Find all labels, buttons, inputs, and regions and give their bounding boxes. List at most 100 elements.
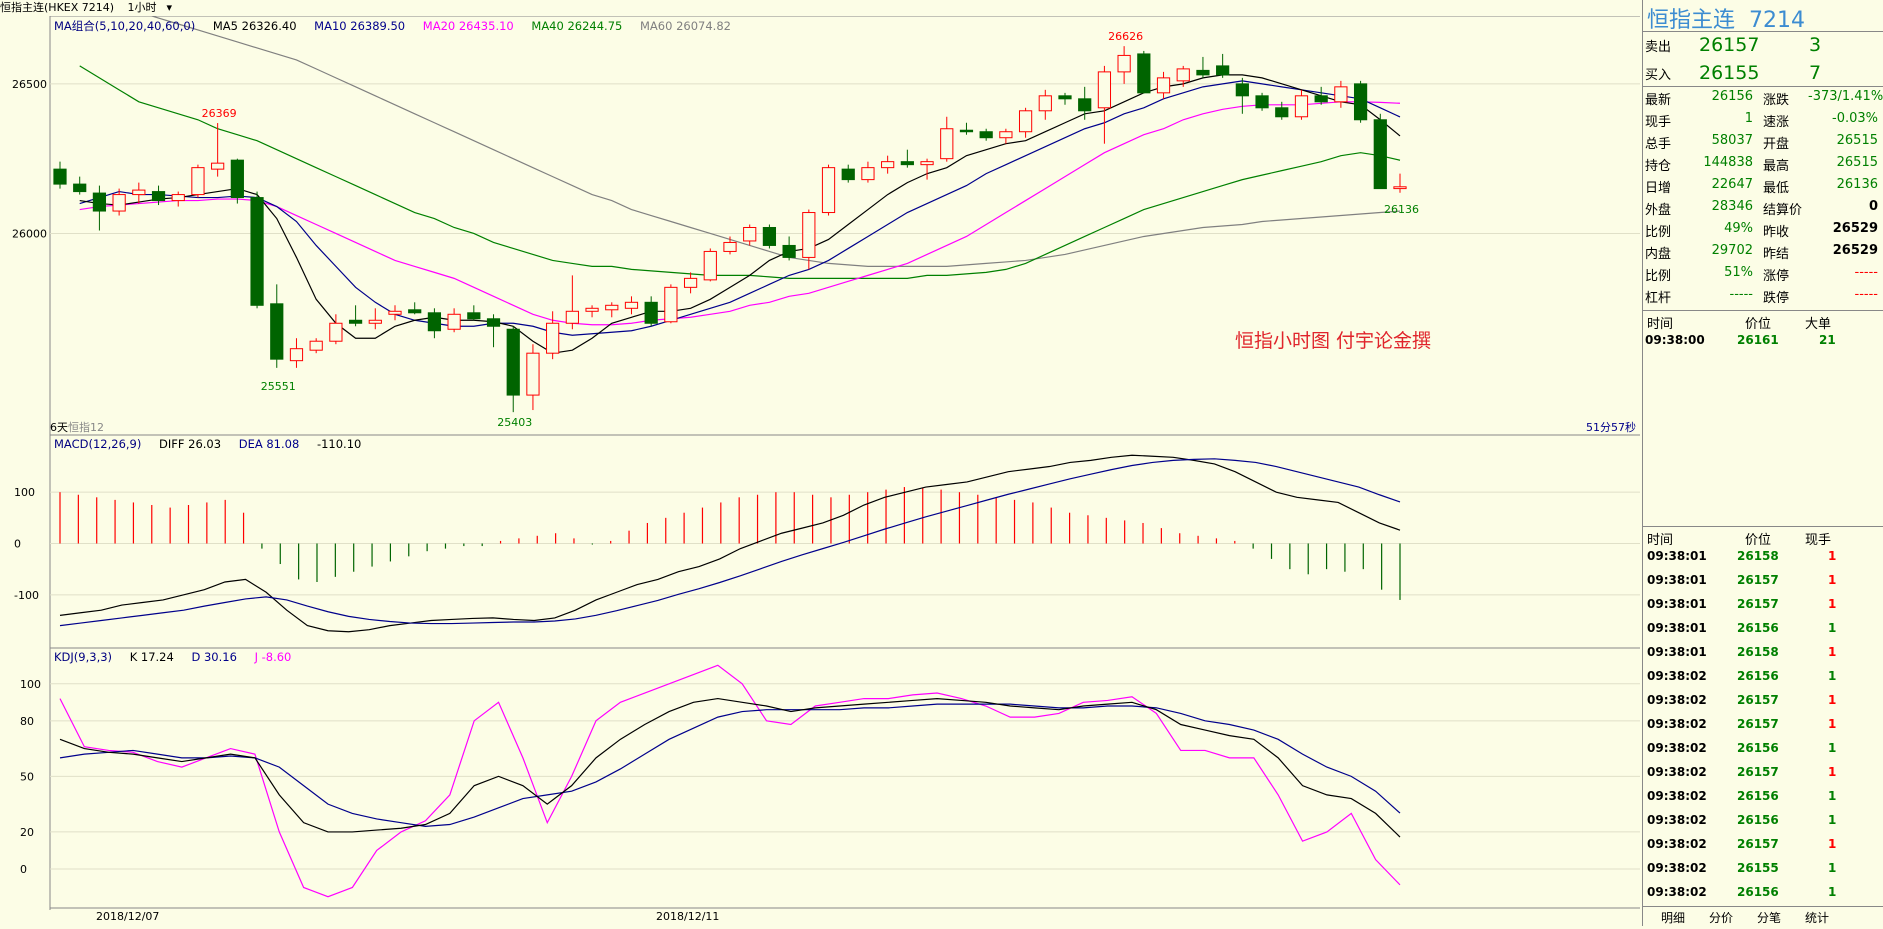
chart-area: 26500 26000 26369 25551 25403 26626 26136 100 0 -… [0,0,1642,926]
stat-label: 外盘 [1645,203,1672,218]
candle [1275,101,1289,120]
candle [171,191,185,207]
candle [900,149,914,168]
ma-legend-label[interactable]: MA组合(5,10,20,40,60,0) [54,19,196,33]
chevron-down-icon[interactable]: ▾ [166,1,173,14]
tick-row: 09:38:01 26158 1 [1643,549,1883,573]
candle-body [1156,77,1171,94]
candle-body [1373,119,1387,190]
tick-row: 09:38:02 26156 1 [1643,669,1883,693]
candle [1038,89,1052,120]
candle [1117,46,1131,84]
tick-vol: 1 [1828,597,1837,611]
tick-price: 26156 [1737,789,1779,803]
candle-body [348,319,363,324]
tick-time: 09:38:02 [1647,717,1707,731]
candle [1058,92,1072,105]
tick-vol: 1 [1828,885,1837,899]
candle [92,185,107,231]
tick-price: 26155 [1737,861,1779,875]
ma60-value: MA60 26074.82 [640,19,731,33]
panel-code: 7214 [1749,8,1806,33]
candle-body [92,192,107,212]
candle-body [112,194,126,212]
tab-detail[interactable]: 明细 [1661,911,1686,925]
candle-body [605,304,619,311]
stats-row: 现手 1 速涨 -0.03% [1643,111,1883,133]
candle [132,182,146,204]
stat-value: ----- [1729,287,1753,302]
candle [802,209,816,270]
macd-legend-label[interactable]: MACD(12,26,9) [54,437,142,451]
candle [447,308,461,333]
tick-price: 26157 [1737,693,1779,707]
candle-body [270,303,284,360]
tick-vol: 1 [1828,549,1837,563]
footer-left-code: 恒指12 [68,421,104,434]
tab-price[interactable]: 分价 [1709,911,1734,925]
panel-title: 恒指主连 7214 [1647,2,1805,34]
candle [1314,86,1328,105]
candle-body [1353,83,1368,121]
candle [1196,56,1210,78]
sell-label: 卖出 [1645,40,1672,55]
tick-row: 09:38:02 26156 1 [1643,813,1883,837]
ticks-header: 时间 价位 现手 [1643,529,1883,551]
candle [821,164,836,216]
ma60-line [97,0,1401,267]
tab-trades[interactable]: 分笔 [1757,911,1782,925]
candle [1255,92,1269,111]
sell-row: 卖出 26157 3 [1643,34,1883,56]
kdj-legend-label[interactable]: KDJ(9,3,3) [54,650,113,664]
sell-qty: 3 [1809,34,1822,56]
tab-stats[interactable]: 统计 [1805,911,1830,925]
tick-time: 09:38:02 [1647,669,1707,683]
candle [526,344,540,411]
candle-body [289,348,304,362]
watermark-text: 恒指小时图 付宇论金撰 [1235,330,1432,352]
candle [546,311,560,360]
candle [959,122,974,135]
candle [73,176,87,195]
stats-row: 总手 58037 开盘 26515 [1643,133,1883,155]
candle [1216,53,1230,78]
countdown-timer: 51分57秒 [1586,421,1636,434]
candle-body [821,167,836,214]
tick-price: 26157 [1737,597,1779,611]
candle [999,128,1013,144]
big-order-row: 09:38:00 26161 21 [1643,333,1883,355]
candle-body [782,244,796,258]
candle-body [881,161,895,169]
big-header-vol: 大单 [1805,317,1832,332]
candle [329,314,343,345]
tick-price: 26156 [1737,621,1779,635]
stats-row: 比例 51% 涨停 ----- [1643,265,1883,287]
candle [1176,65,1190,87]
tick-time: 09:38:02 [1647,885,1707,899]
period-selector[interactable]: 1小时 [127,1,157,14]
stat-value-2: -0.03% [1832,111,1878,126]
tick-vol: 1 [1828,813,1837,827]
ma5-line [79,74,1401,354]
macd_diff-line [59,454,1401,633]
buy-label: 买入 [1645,68,1672,83]
ma40-value: MA40 26244.75 [531,19,623,33]
candle-body [368,319,382,324]
tick-row: 09:38:02 26156 1 [1643,885,1883,909]
candle [289,338,304,368]
macd-y-tick: 100 [14,486,35,499]
tick-time: 09:38:02 [1647,693,1707,707]
candle [408,302,422,315]
candle-body [762,226,777,246]
chart-title: 恒指主连(HKEX 7214) [0,1,115,14]
footer-left-days: 6天 [50,421,68,434]
candle [881,155,895,174]
stat-value: 26156 [1711,89,1753,104]
candle-body [388,310,402,315]
diff-value: DIFF 26.03 [159,437,222,451]
kdj-y-tick: 100 [20,678,41,691]
tick-time: 09:38:02 [1647,741,1707,755]
candle-body [151,191,166,202]
tick-row: 09:38:02 26155 1 [1643,861,1883,885]
tick-time: 09:38:02 [1647,813,1707,827]
